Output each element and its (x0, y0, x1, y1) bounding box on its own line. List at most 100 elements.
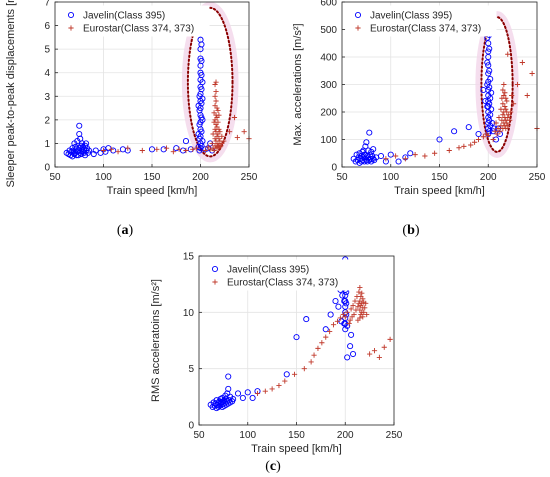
data-point-circle (486, 128, 493, 135)
highlight-glow (181, 1, 239, 163)
data-point-plus (493, 120, 499, 126)
data-point-plus (319, 340, 325, 346)
x-tick-label: 100 (382, 172, 399, 183)
data-point-circle (196, 121, 203, 128)
data-point-circle (488, 89, 495, 96)
data-point-circle (230, 396, 237, 403)
data-point-plus (231, 114, 238, 121)
data-point-plus (212, 81, 218, 88)
data-point-circle (199, 138, 206, 145)
legend-box (202, 259, 354, 291)
data-point-plus (496, 114, 502, 121)
data-point-plus (183, 147, 189, 154)
data-point-plus (363, 300, 369, 306)
data-point-plus (468, 142, 474, 148)
y-tick-label: 10 (183, 308, 195, 319)
data-point-plus (212, 93, 218, 99)
data-point-plus (383, 156, 389, 162)
data-point-plus (504, 120, 510, 126)
data-point-plus (359, 290, 365, 296)
data-point-plus (214, 105, 220, 111)
x-tick-label: 250 (241, 172, 258, 183)
data-point-plus (346, 321, 352, 327)
y-tick-label: 6 (44, 21, 50, 32)
data-point-circle (76, 122, 83, 129)
x-tick-label: 150 (144, 172, 161, 183)
y-axis-label: Sleeper peak-to-peak displacements [mm] (5, 0, 17, 188)
data-point-plus (502, 103, 508, 110)
data-point-plus (505, 51, 511, 57)
data-point-plus (480, 134, 486, 140)
y-tick-label: 5 (188, 364, 194, 375)
data-point-plus (221, 138, 227, 144)
y-tick-label: 1 (44, 139, 50, 150)
x-tick-label: 250 (386, 430, 403, 441)
data-point-plus (529, 70, 535, 77)
data-point-plus (360, 296, 366, 302)
data-point-plus (376, 354, 382, 360)
y-tick-label: 600 (320, 0, 337, 9)
data-point-plus (227, 129, 233, 135)
series-eurostar (254, 284, 393, 397)
data-point-plus (217, 129, 223, 135)
data-point-plus (234, 134, 240, 141)
data-point-plus (254, 390, 261, 397)
data-point-plus (503, 95, 509, 101)
data-point-plus (190, 146, 196, 152)
data-point-plus (348, 306, 354, 312)
data-point-circle (225, 385, 232, 392)
series-eurostar (100, 79, 252, 155)
legend-box (58, 5, 210, 37)
y-tick-label: 2 (44, 115, 50, 126)
data-point-circle (475, 130, 482, 138)
x-axis-label: Train speed [km/h] (251, 443, 342, 455)
y-tick-label: 100 (320, 135, 337, 146)
y-tick-label: 0 (331, 163, 337, 174)
data-point-circle (199, 95, 206, 102)
highlight-ellipse (186, 6, 234, 158)
x-tick-label: 100 (95, 172, 112, 183)
data-point-plus (485, 132, 491, 138)
data-point-circle (465, 124, 472, 131)
data-point-plus (492, 128, 498, 134)
x-axis-label: Train speed [km/h] (107, 185, 198, 197)
y-tick-label: 0 (188, 421, 194, 432)
data-point-plus (347, 317, 353, 323)
chart-panel-a: 50 100 150 200 250 0 1 2 3 4 5 6 7 Train speed [km/h]… (5, 0, 258, 238)
data-point-plus (276, 382, 282, 389)
data-point-plus (357, 284, 363, 291)
y-tick-label: 500 (320, 25, 337, 36)
data-point-plus (311, 352, 317, 358)
x-tick-label: 200 (337, 430, 354, 441)
y-tick-label: 15 (183, 252, 195, 263)
data-point-plus (241, 129, 247, 135)
data-point-plus (216, 112, 222, 118)
data-point-plus (361, 309, 367, 315)
highlight-ellipse (480, 16, 514, 153)
legend-marker-circle (354, 11, 362, 19)
data-point-plus (357, 315, 363, 321)
data-point-plus (330, 322, 337, 328)
data-point-plus (506, 112, 512, 118)
data-point-plus (371, 348, 378, 354)
data-point-plus (367, 351, 373, 357)
data-point-plus (456, 145, 462, 151)
data-point-plus (217, 144, 223, 150)
data-point-circle (395, 158, 402, 165)
y-tick-label: 3 (44, 92, 50, 103)
data-point-plus (351, 311, 357, 318)
data-point-circle (327, 311, 334, 318)
data-point-plus (498, 106, 504, 112)
data-point-circle (332, 298, 339, 305)
data-point-circle (485, 62, 492, 69)
data-point-plus (500, 101, 506, 107)
data-point-plus (490, 136, 496, 143)
data-point-circle (486, 67, 493, 74)
data-point-circle (484, 59, 491, 66)
data-point-circle (370, 155, 377, 162)
x-tick-label: 50 (336, 172, 348, 183)
data-point-circle (485, 40, 492, 47)
data-point-circle (199, 79, 206, 86)
data-point-circle (370, 146, 377, 153)
